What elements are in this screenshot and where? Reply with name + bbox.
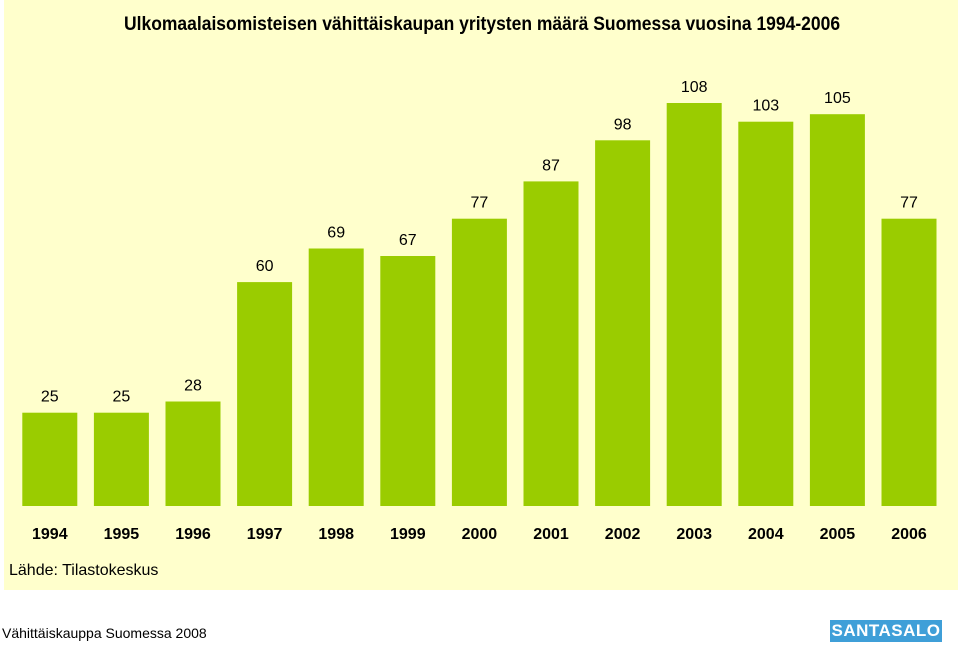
bar-1997 bbox=[237, 282, 293, 506]
x-tick-label-2000: 2000 bbox=[462, 526, 498, 543]
data-label-1994: 25 bbox=[41, 389, 59, 406]
bar-1999 bbox=[380, 256, 436, 506]
data-label-2006: 77 bbox=[900, 195, 918, 212]
bar-1994 bbox=[22, 412, 78, 506]
bar-2004 bbox=[738, 121, 794, 506]
data-label-1998: 69 bbox=[327, 225, 345, 242]
bar-2000 bbox=[451, 218, 507, 506]
data-label-2002: 98 bbox=[614, 116, 632, 133]
footer-text: Vähittäiskauppa Suomessa 2008 bbox=[2, 625, 207, 641]
x-tick-label-2001: 2001 bbox=[533, 526, 569, 543]
data-label-1997: 60 bbox=[256, 258, 274, 275]
x-tick-label-2006: 2006 bbox=[891, 526, 927, 543]
bar-2002 bbox=[595, 140, 651, 507]
x-tick-label-1996: 1996 bbox=[175, 526, 211, 543]
data-label-1999: 67 bbox=[399, 232, 417, 249]
bar-chart: 25 1994 25 1995 28 1996 60 1997 69 1998 67 1999 77 20… bbox=[22, 79, 937, 543]
bar-2006 bbox=[881, 218, 937, 506]
santasalo-logo: SANTASALO bbox=[830, 620, 942, 642]
chart-title: Ulkomaalaisomisteisen vähittäiskaupan yr… bbox=[124, 14, 841, 35]
x-tick-label-1995: 1995 bbox=[104, 526, 140, 543]
bar-2001 bbox=[523, 181, 579, 506]
data-label-1996: 28 bbox=[184, 378, 202, 395]
bar-2003 bbox=[666, 103, 722, 506]
x-tick-label-1999: 1999 bbox=[390, 526, 426, 543]
data-label-2004: 103 bbox=[752, 98, 779, 115]
data-label-2003: 108 bbox=[681, 79, 708, 96]
data-label-2000: 77 bbox=[471, 195, 489, 212]
x-tick-label-2005: 2005 bbox=[820, 526, 856, 543]
x-tick-label-2002: 2002 bbox=[605, 526, 641, 543]
bar-2005 bbox=[809, 114, 865, 506]
x-tick-label-2003: 2003 bbox=[676, 526, 712, 543]
x-tick-label-1998: 1998 bbox=[318, 526, 354, 543]
data-label-2005: 105 bbox=[824, 90, 851, 107]
source-note: Lähde: Tilastokeskus bbox=[9, 562, 159, 579]
data-label-1995: 25 bbox=[113, 389, 131, 406]
x-tick-label-1997: 1997 bbox=[247, 526, 283, 543]
x-tick-label-2004: 2004 bbox=[748, 526, 784, 543]
data-label-2001: 87 bbox=[542, 157, 560, 174]
bar-1995 bbox=[93, 412, 149, 506]
bar-1996 bbox=[165, 401, 221, 506]
x-tick-label-1994: 1994 bbox=[32, 526, 68, 543]
bar-1998 bbox=[308, 248, 364, 506]
